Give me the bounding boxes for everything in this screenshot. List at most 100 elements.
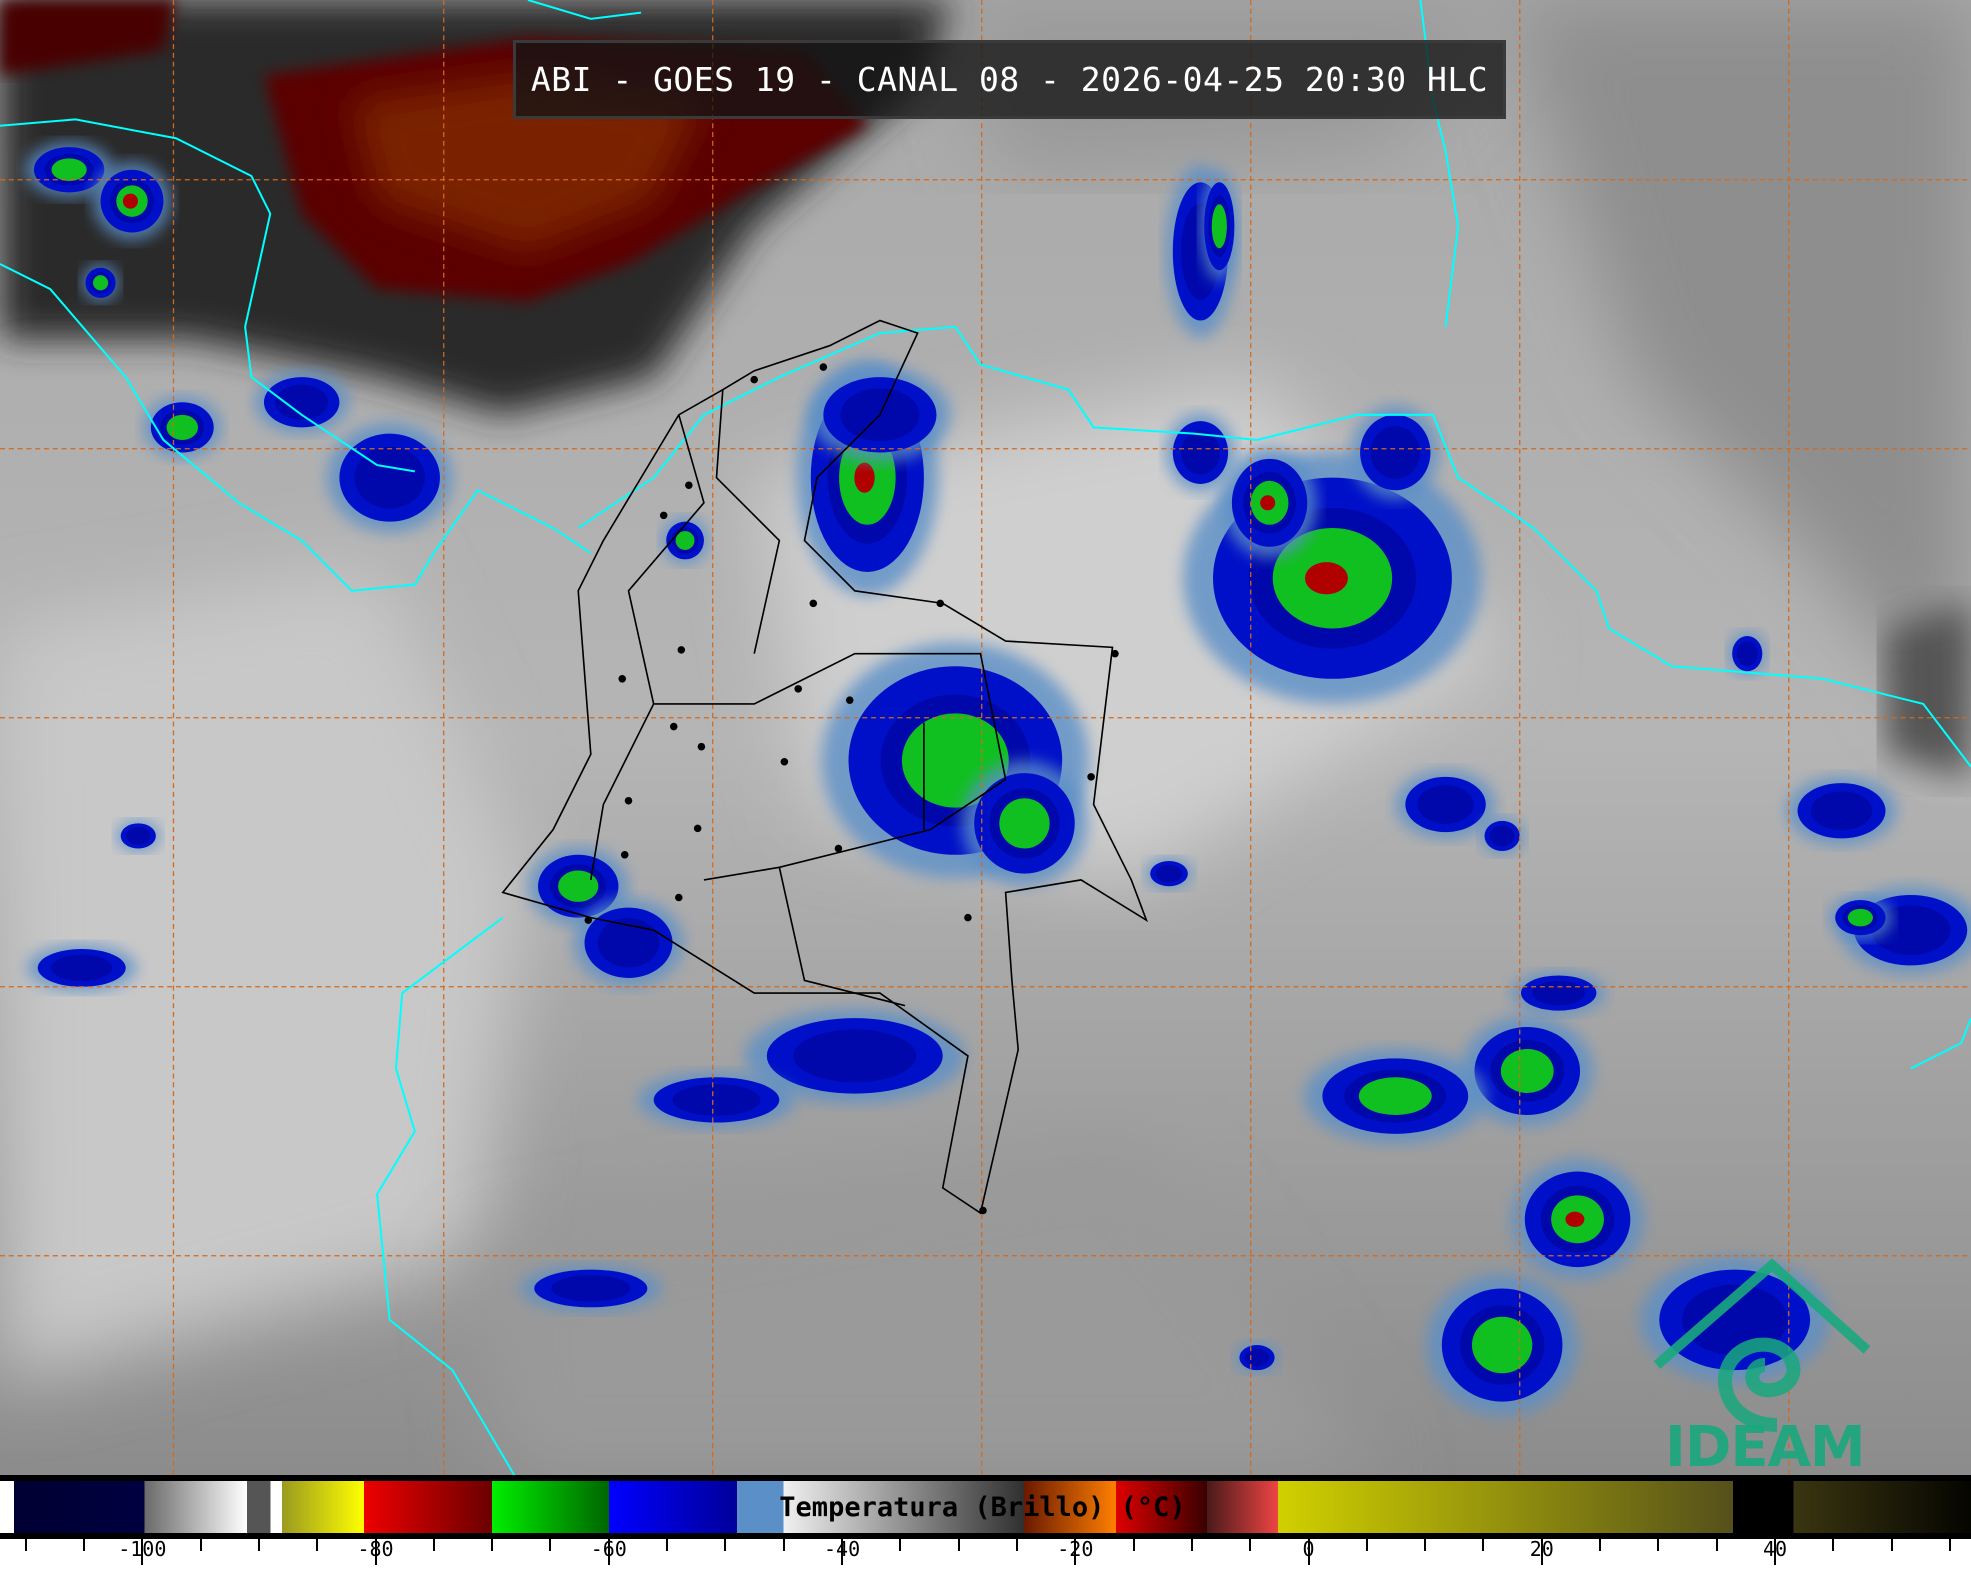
storm-cell bbox=[1728, 631, 1767, 676]
storm-cell bbox=[961, 760, 1088, 887]
minor-tick bbox=[1482, 1539, 1485, 1551]
minor-tick bbox=[491, 1539, 494, 1551]
city-marker bbox=[618, 675, 626, 683]
colorbar-axis: -100 -80 -60 -40 -20 0 20 40 bbox=[0, 1537, 1971, 1577]
image-title: ABI - GOES 19 - CANAL 08 - 2026-04-25 20… bbox=[530, 60, 1489, 99]
storm-cell bbox=[1426, 1274, 1578, 1416]
storm-cell bbox=[661, 516, 709, 565]
ideam-logo bbox=[1653, 1258, 1871, 1432]
storm-cell bbox=[26, 944, 137, 992]
city-marker bbox=[1087, 773, 1095, 781]
minor-tick bbox=[432, 1539, 435, 1551]
major-tick bbox=[374, 1539, 377, 1565]
city-marker bbox=[750, 375, 758, 384]
storm-cell bbox=[1145, 857, 1193, 890]
tick-label: 20 bbox=[1529, 1537, 1554, 1561]
major-tick bbox=[607, 1539, 610, 1565]
minor-tick bbox=[899, 1539, 902, 1551]
minor-tick bbox=[1599, 1539, 1602, 1551]
storm-cell bbox=[326, 422, 453, 533]
storm-cell bbox=[1461, 1015, 1594, 1126]
storm-cell bbox=[1511, 1159, 1644, 1280]
minor-tick bbox=[82, 1539, 85, 1551]
storm-cell bbox=[1395, 769, 1496, 840]
storm-cell bbox=[1511, 971, 1606, 1016]
city-marker bbox=[936, 599, 945, 608]
tick-label: 0 bbox=[1302, 1537, 1315, 1561]
tick-label: -60 bbox=[590, 1537, 627, 1561]
city-marker bbox=[693, 824, 702, 833]
storm-cell bbox=[142, 395, 222, 459]
minor-tick bbox=[1190, 1539, 1193, 1551]
major-tick bbox=[1307, 1539, 1310, 1565]
storm-cell bbox=[25, 141, 114, 198]
city-marker bbox=[845, 696, 854, 704]
storm-cell bbox=[116, 820, 161, 852]
minor-tick bbox=[1015, 1539, 1018, 1551]
city-marker bbox=[1111, 649, 1119, 658]
city-marker bbox=[979, 1206, 987, 1215]
major-tick bbox=[1774, 1539, 1777, 1565]
minor-tick bbox=[1424, 1539, 1427, 1551]
storm-cell bbox=[1304, 1048, 1487, 1144]
minor-tick bbox=[1249, 1539, 1252, 1551]
city-marker bbox=[819, 363, 828, 371]
city-marker bbox=[624, 796, 633, 805]
lat-lon-grid bbox=[0, 0, 1971, 1477]
city-marker bbox=[675, 893, 683, 902]
country-borders bbox=[501, 319, 1149, 1215]
colorbar-label: Temperatura (Brillo) (°C) bbox=[0, 1481, 1971, 1533]
minor-tick bbox=[24, 1539, 27, 1551]
minor-tick bbox=[1657, 1539, 1660, 1551]
colorbar-title: Temperatura (Brillo) (°C) bbox=[779, 1491, 1186, 1523]
storm-cell bbox=[1222, 447, 1317, 558]
city-marker bbox=[780, 757, 789, 766]
title-banner: ABI - GOES 19 - CANAL 08 - 2026-04-25 20… bbox=[513, 40, 1506, 119]
coastlines bbox=[0, 0, 1971, 1477]
storm-cell bbox=[637, 1071, 796, 1129]
tick-label: -80 bbox=[357, 1537, 394, 1561]
storm-cell bbox=[1200, 171, 1239, 282]
convective-clouds bbox=[25, 141, 1971, 1416]
city-marker bbox=[669, 722, 678, 731]
storm-cell bbox=[573, 898, 684, 987]
minor-tick bbox=[257, 1539, 260, 1551]
minor-tick bbox=[1132, 1539, 1135, 1551]
logo-text: IDEAM bbox=[1665, 1415, 1866, 1480]
tick-label: -100 bbox=[118, 1537, 167, 1561]
storm-cell bbox=[1480, 817, 1525, 855]
city-marker bbox=[964, 913, 972, 922]
city-marker bbox=[685, 481, 693, 489]
minor-tick bbox=[1832, 1539, 1835, 1551]
major-tick bbox=[141, 1539, 144, 1565]
minor-tick bbox=[1715, 1539, 1718, 1551]
storm-cell bbox=[1351, 405, 1440, 500]
minor-tick bbox=[1949, 1539, 1951, 1551]
tick-label: -40 bbox=[823, 1537, 861, 1561]
minor-tick bbox=[724, 1539, 727, 1551]
storm-cell bbox=[92, 161, 172, 241]
minor-tick bbox=[1365, 1539, 1368, 1551]
minor-tick bbox=[316, 1539, 319, 1551]
minor-tick bbox=[666, 1539, 669, 1551]
city-markers bbox=[584, 363, 1119, 1215]
city-marker bbox=[834, 844, 843, 853]
city-marker bbox=[659, 511, 668, 520]
storm-cell bbox=[520, 1264, 662, 1313]
major-tick bbox=[1074, 1539, 1077, 1565]
storm-cell bbox=[254, 370, 349, 434]
tick-label: 40 bbox=[1763, 1537, 1788, 1561]
major-tick bbox=[841, 1539, 844, 1565]
colorbar bbox=[0, 1481, 1971, 1533]
minor-tick bbox=[1890, 1539, 1893, 1551]
storm-cell bbox=[1786, 776, 1897, 846]
storm-cell bbox=[1828, 895, 1892, 940]
satellite-map bbox=[0, 0, 1971, 1477]
tick-label: -20 bbox=[1057, 1537, 1094, 1561]
minor-tick bbox=[199, 1539, 202, 1551]
storm-cell bbox=[744, 1008, 965, 1104]
city-marker bbox=[677, 646, 686, 654]
storm-cell bbox=[1235, 1341, 1280, 1374]
storm-cell bbox=[1165, 413, 1236, 492]
